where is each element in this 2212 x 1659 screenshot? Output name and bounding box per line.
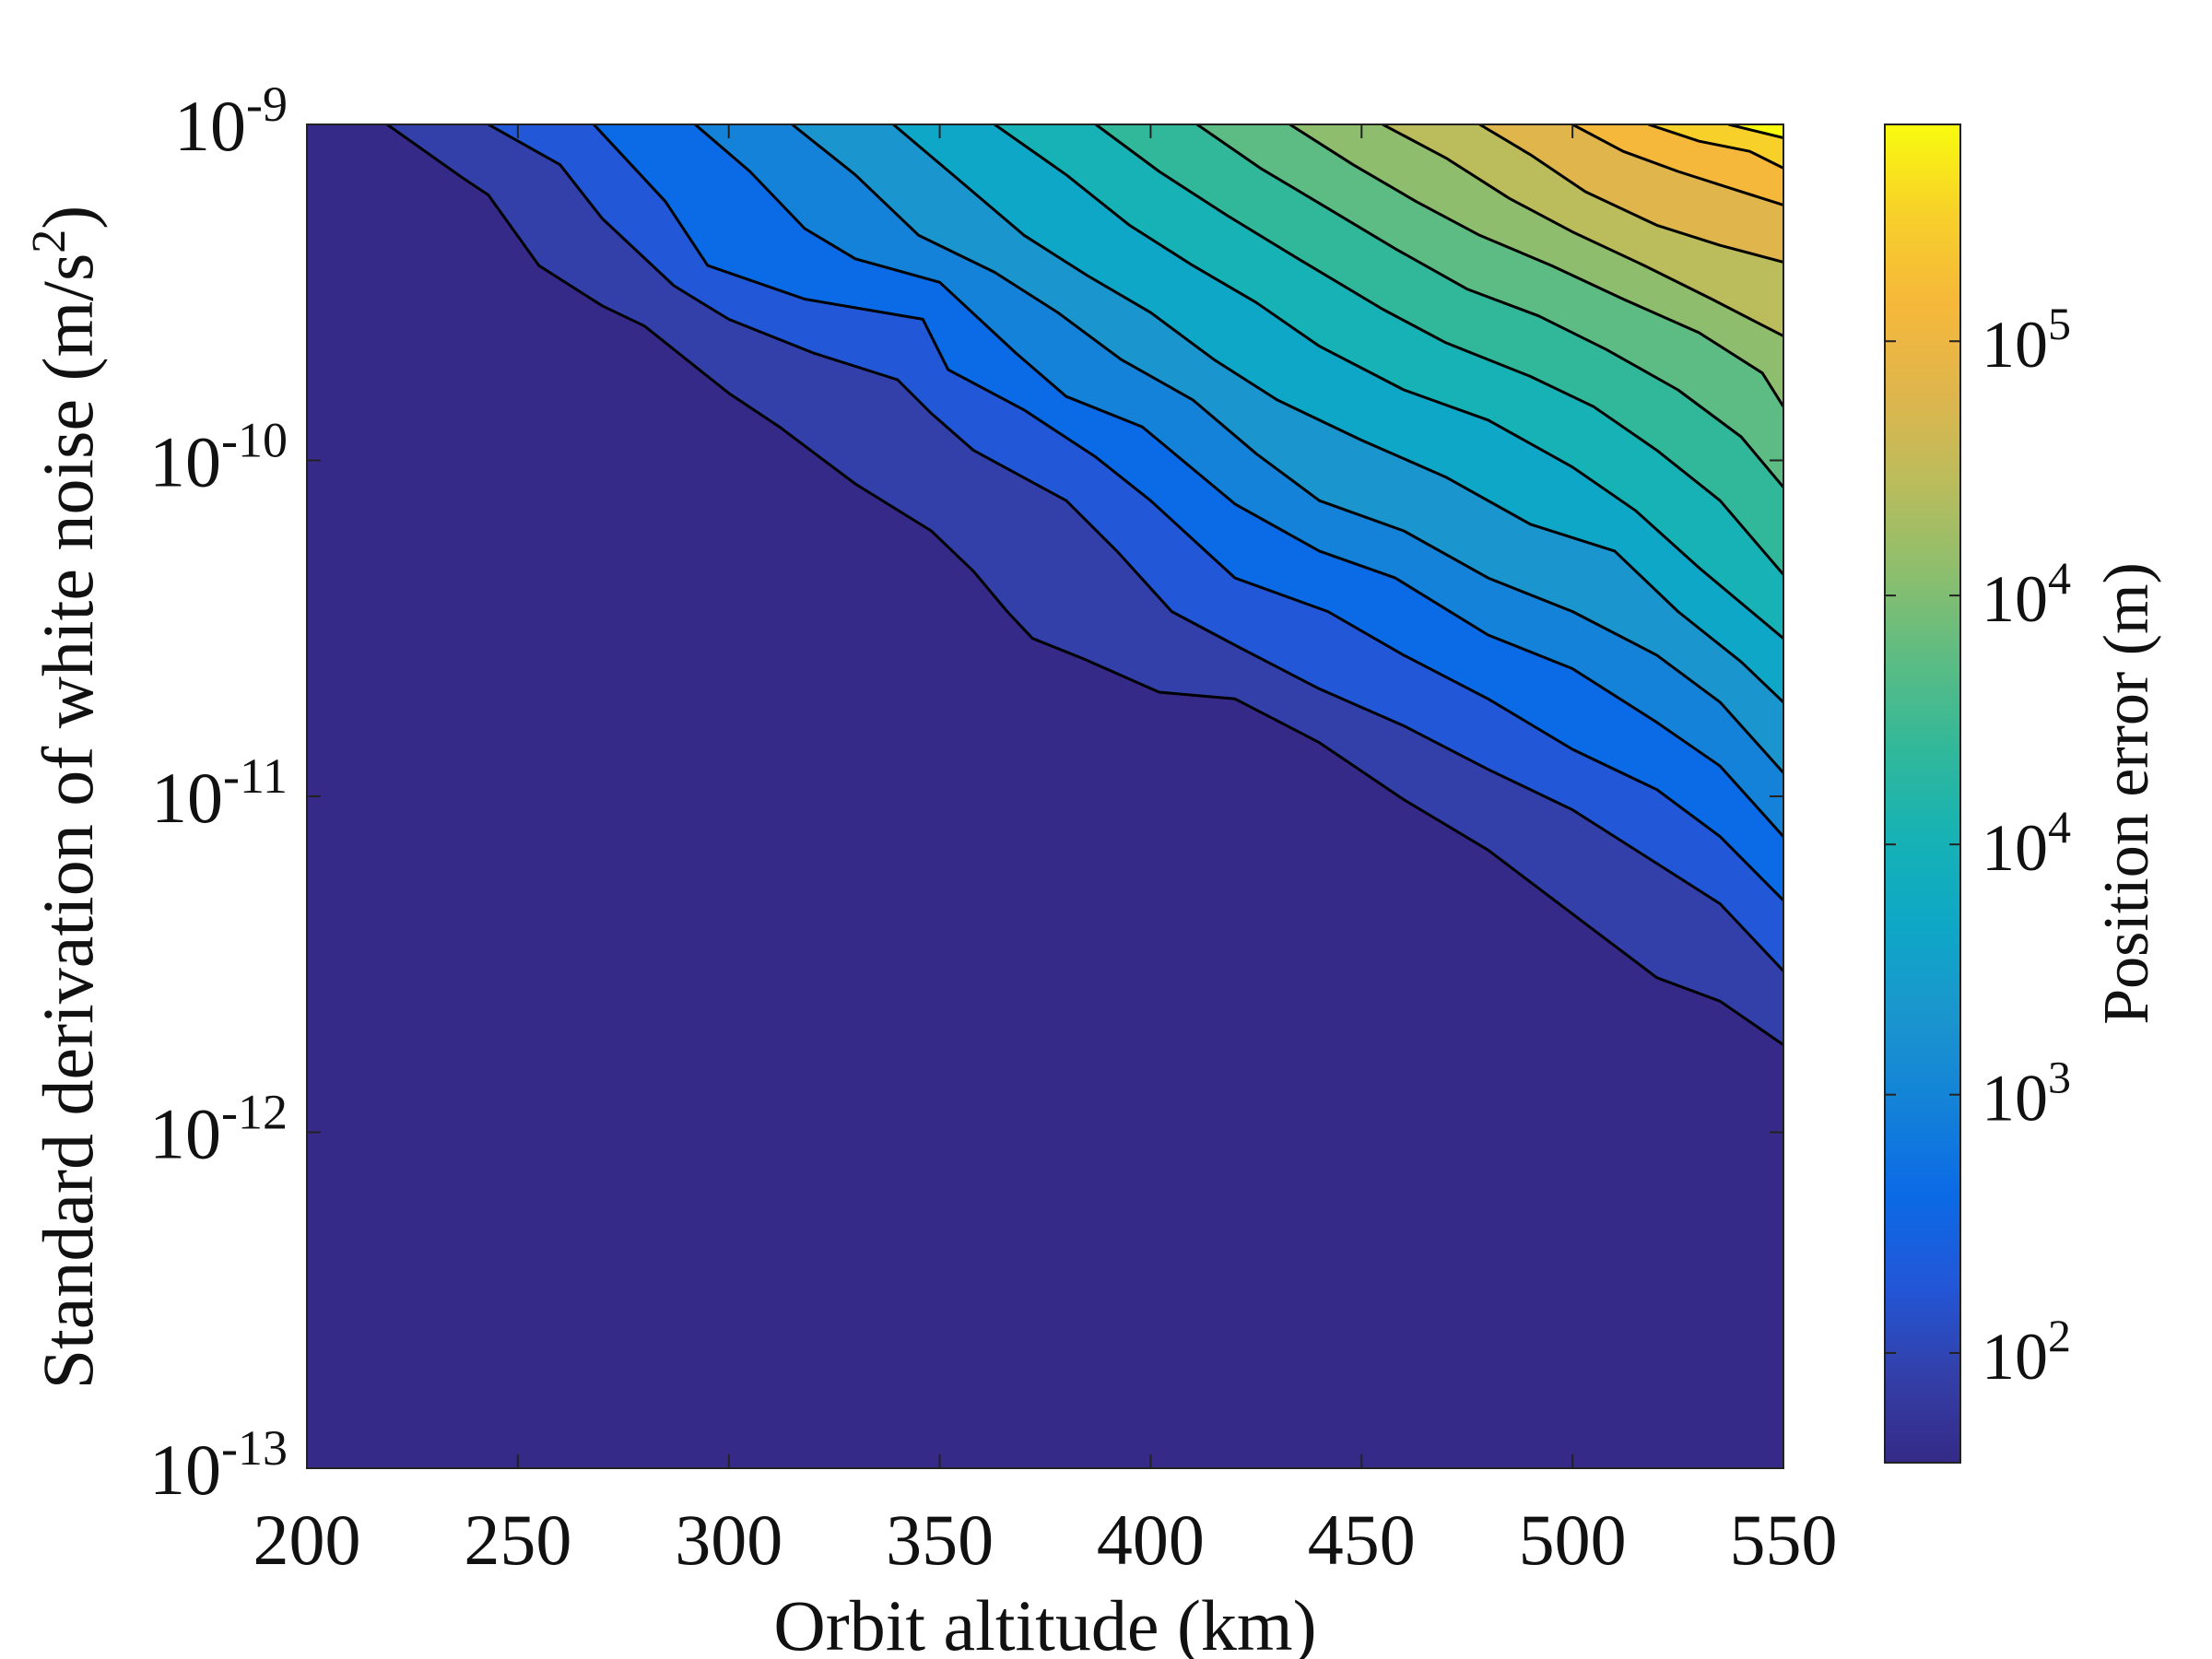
y-tick-label: 10-13 [149, 1420, 288, 1510]
y-tick-label: 10-12 [149, 1085, 288, 1174]
colorbar-tick-exponent: 4 [2048, 801, 2071, 853]
colorbar-tick-exponent: 3 [2048, 1052, 2071, 1103]
contour-line [1095, 124, 1783, 576]
y-tick-label: 10-10 [149, 413, 288, 502]
x-axis-label: Orbit altitude (km) [773, 1585, 1316, 1659]
x-tick-label: 550 [1730, 1500, 1838, 1580]
colorbar-bar [1884, 124, 1961, 1464]
y-tick-label: 10-9 [174, 76, 288, 166]
plot-area [307, 124, 1783, 1468]
y-tick-label: 10-11 [151, 748, 288, 838]
colorbar-tick-label: 105 [1982, 298, 2071, 382]
x-tick-label: 450 [1308, 1500, 1416, 1580]
colorbar-tick-label: 104 [1982, 552, 2071, 636]
contour-line [1195, 124, 1783, 488]
colorbar-tick-label: 104 [1982, 801, 2071, 885]
colorbar-tick-exponent: 4 [2048, 552, 2071, 604]
contour-line [791, 124, 1783, 774]
x-axis-ticks: 200 250 300 350 400 450 500 550 [253, 124, 1838, 1580]
contour-line [1288, 124, 1783, 407]
y-tick-exponent: -10 [221, 413, 288, 468]
x-tick-label: 200 [253, 1500, 361, 1580]
y-tick-base: 10 [149, 1430, 221, 1510]
y-tick-exponent: -9 [246, 76, 288, 132]
y-axis-label-sup: 2 [23, 229, 76, 253]
colorbar-tick-exponent: 2 [2048, 1310, 2071, 1361]
contour-line [1382, 124, 1783, 337]
colorbar-tick-exponent: 5 [2048, 298, 2071, 349]
colorbar-tick-base: 10 [1982, 308, 2048, 382]
contour-line [994, 124, 1783, 640]
contour-line [1728, 124, 1783, 140]
x-tick-label: 400 [1097, 1500, 1205, 1580]
contour-line [386, 124, 1783, 1046]
x-tick-label: 300 [675, 1500, 782, 1580]
y-tick-exponent: -13 [221, 1420, 288, 1476]
y-axis-label-main: Standard derivation of white noise (m/s [28, 253, 108, 1390]
contour-lines [386, 124, 1783, 1046]
contour-line [694, 124, 1783, 838]
colorbar-tick-base: 10 [1982, 811, 2048, 885]
contour-line [1478, 124, 1783, 264]
y-tick-base: 10 [151, 758, 223, 838]
y-tick-exponent: -12 [221, 1085, 288, 1140]
y-axis-label-end: ) [28, 206, 108, 229]
contour-line [1571, 124, 1783, 206]
x-tick-label: 350 [886, 1500, 994, 1580]
contour-line [1648, 124, 1783, 170]
y-tick-base: 10 [149, 422, 221, 502]
colorbar-tick-base: 10 [1982, 1062, 2048, 1135]
y-tick-exponent: -11 [223, 748, 288, 804]
colorbar-tick-label: 103 [1982, 1052, 2071, 1135]
y-tick-base: 10 [149, 1094, 221, 1174]
colorbar-label: Position error (m) [2091, 562, 2162, 1025]
colorbar-tick-label: 102 [1982, 1310, 2071, 1394]
x-tick-label: 500 [1519, 1500, 1627, 1580]
colorbar-tick-base: 10 [1982, 1320, 2048, 1394]
y-axis-label: Standard derivation of white noise (m/s2… [23, 206, 108, 1390]
contour-line [488, 124, 1783, 972]
y-tick-base: 10 [174, 86, 246, 166]
x-tick-label: 250 [464, 1500, 571, 1580]
colorbar-tick-base: 10 [1982, 562, 2048, 636]
contour-line [593, 124, 1783, 902]
contour-line [892, 124, 1783, 703]
